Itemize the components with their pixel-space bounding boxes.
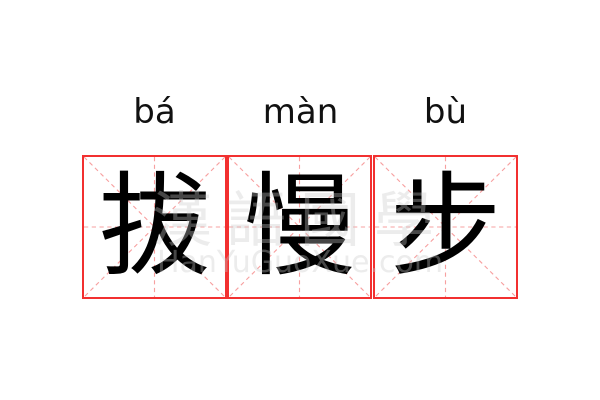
hanzi-ba: 拔 bbox=[98, 162, 211, 292]
hanzi-bu: 步 bbox=[389, 162, 502, 292]
character-grid: 拔 慢 步 bbox=[82, 155, 518, 299]
grid-cell: 慢 bbox=[227, 155, 372, 299]
guide-lines bbox=[229, 157, 370, 297]
pinyin-ba: bá bbox=[133, 92, 176, 132]
guide-lines bbox=[375, 157, 516, 297]
pinyin-man: màn bbox=[262, 92, 339, 132]
grid-cell: 拔 bbox=[82, 155, 227, 299]
hanzi-man: 慢 bbox=[243, 162, 356, 292]
grid-cell: 步 bbox=[373, 155, 518, 299]
guide-lines bbox=[84, 157, 225, 297]
pinyin-bu: bù bbox=[423, 92, 468, 132]
